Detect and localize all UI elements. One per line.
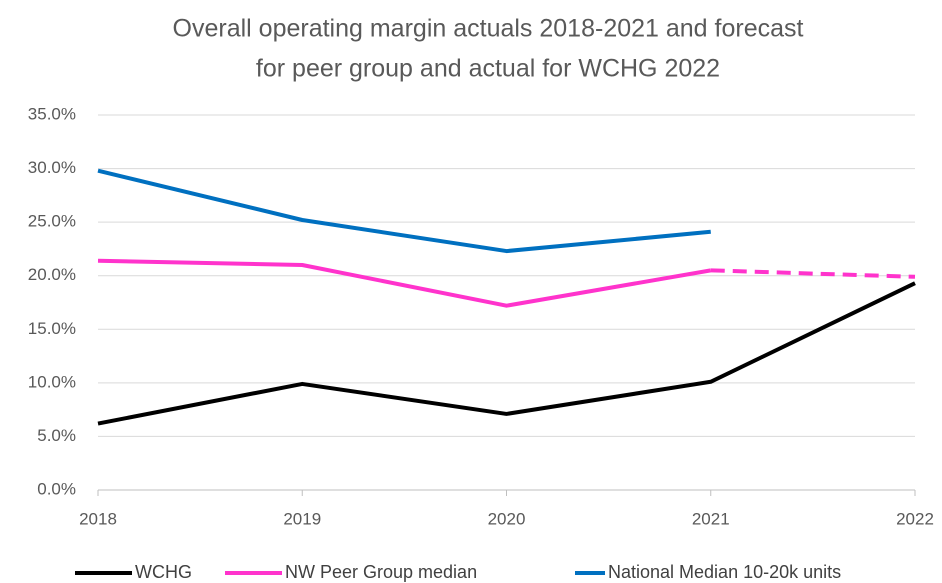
- y-tick-label: 25.0%: [28, 212, 76, 231]
- x-tick-label: 2021: [692, 509, 730, 528]
- y-tick-label: 30.0%: [28, 158, 76, 177]
- chart-title: for peer group and actual for WCHG 2022: [256, 55, 720, 83]
- legend-label: WCHG: [135, 562, 192, 582]
- y-tick-label: 5.0%: [37, 426, 76, 445]
- series-line: [97, 258, 712, 308]
- y-tick-label: 35.0%: [28, 104, 76, 123]
- y-tick-label: 15.0%: [28, 319, 76, 338]
- x-tick-label: 2022: [896, 509, 934, 528]
- y-tick-label: 10.0%: [28, 372, 76, 391]
- legend-label: NW Peer Group median: [285, 562, 477, 582]
- x-tick-label: 2019: [283, 509, 321, 528]
- series-line: [97, 168, 711, 254]
- y-tick-label: 20.0%: [28, 265, 76, 284]
- series-line: [97, 281, 916, 426]
- legend-label: National Median 10-20k units: [608, 562, 841, 582]
- x-tick-label: 2018: [79, 509, 117, 528]
- y-tick-label: 0.0%: [37, 479, 76, 498]
- x-tick-label: 2020: [488, 509, 526, 528]
- series-line: [710, 268, 916, 279]
- chart-title: Overall operating margin actuals 2018-20…: [173, 15, 804, 43]
